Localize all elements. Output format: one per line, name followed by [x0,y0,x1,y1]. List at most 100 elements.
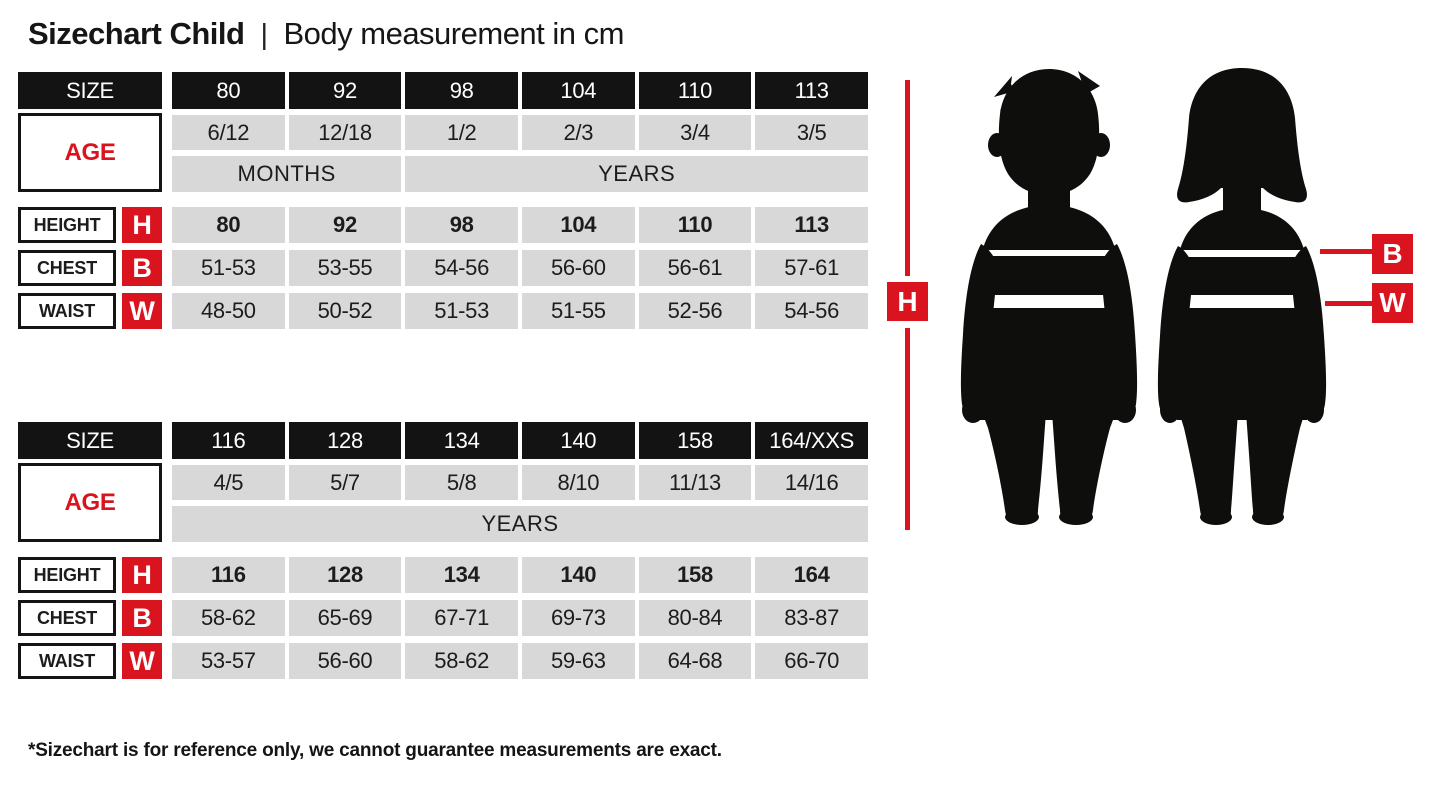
girl-torso [1172,208,1312,420]
measurement-value-cell: 54-56 [405,250,518,286]
measurement-value-cell: 51-53 [405,293,518,329]
waist-marker-box: W [1372,283,1413,323]
measurement-label-waist: WAIST [18,643,116,679]
size-header-cell: 158 [638,422,752,459]
age-value-cell: 3/5 [755,115,868,150]
age-value-cell: 1/2 [405,115,518,150]
boy-hair-tuft-right [1078,71,1100,94]
measurement-value-cell: 54-56 [755,293,868,329]
measurement-value-cell: 113 [755,207,868,243]
boy-waist-measure-band [980,295,1118,308]
height-line-lower [905,328,910,530]
measurement-letter-badge: H [122,557,162,593]
measurement-value-cell: 164 [755,557,868,593]
measurement-value-cell: 158 [638,557,752,593]
girl-leg-left [1179,412,1238,521]
measurement-value-cell: 51-55 [522,293,635,329]
measurement-value-cell: 80 [172,207,285,243]
boy-ear-left [988,133,1006,157]
title-subtitle: Body measurement in cm [283,16,624,51]
footnote: *Sizechart is for reference only, we can… [28,740,722,761]
measurement-value-cell: 58-62 [405,643,518,679]
size-row-label: SIZE [18,72,162,109]
age-unit-cell: YEARS [172,506,868,542]
boy-silhouette [960,69,1138,525]
measurement-letter-badge: B [122,250,162,286]
size-header-cell: 134 [405,422,518,459]
measurement-letter-badge: B [122,600,162,636]
girl-chest-measure-band [1174,250,1310,257]
boy-leg-left [982,412,1046,521]
girl-waist-measure-band [1176,295,1308,308]
measurement-letter-badge: W [122,643,162,679]
title-separator: | [260,19,268,51]
measurement-value-cell: 134 [405,557,518,593]
measurement-value-cell: 59-63 [522,643,635,679]
boy-leg-right [1052,412,1116,521]
boy-hand-right [1114,397,1136,423]
boy-ear-right [1092,133,1110,157]
boy-foot-left [1005,509,1039,525]
age-value-cell: 5/7 [288,465,402,500]
girl-hand-left [1160,397,1180,423]
measurement-value-cell: 50-52 [288,293,402,329]
measurement-value-cell: 56-61 [638,250,752,286]
boy-hand-left [962,397,984,423]
age-value-cell: 3/4 [638,115,752,150]
measurement-value-cell: 92 [288,207,402,243]
girl-arm-left [1157,246,1194,420]
measurement-value-cell: 65-69 [288,600,402,636]
size-header-cell: 164/XXS [755,422,868,459]
measurement-value-cell: 56-60 [522,250,635,286]
measurement-label-chest: CHEST [18,600,116,636]
measurement-value-cell: 57-61 [755,250,868,286]
measurement-value-cell: 51-53 [172,250,285,286]
chest-marker-box: B [1372,234,1413,274]
girl-neck [1223,172,1261,214]
girl-leg-right [1246,412,1305,521]
age-value-cell: 5/8 [405,465,518,500]
measurement-value-cell: 69-73 [522,600,635,636]
size-header-cell: 113 [755,72,868,109]
chest-leader-line [1320,249,1374,254]
size-header-cell: 80 [172,72,285,109]
age-label-box: AGE [18,113,162,192]
girl-foot-right [1252,509,1284,525]
age-value-cell: 11/13 [638,465,752,500]
waist-marker-letter: W [1379,287,1406,318]
measurement-value-cell: 128 [288,557,402,593]
title-main: Sizechart Child [28,16,245,51]
boy-hair-tuft [994,76,1018,111]
measurement-value-cell: 83-87 [755,600,868,636]
measurement-label-chest: CHEST [18,250,116,286]
age-unit-cell: YEARS [405,156,868,192]
height-marker-box: H [887,282,928,321]
measurement-letter-badge: W [122,293,162,329]
measurement-value-cell: 104 [522,207,635,243]
measurement-value-cell: 53-55 [288,250,402,286]
girl-foot-left [1200,509,1232,525]
size-header-cell: 140 [522,422,635,459]
height-marker-letter: H [897,285,918,317]
page-title: Sizechart Child | Body measurement in cm [28,16,624,52]
size-header-cell: 92 [288,72,402,109]
measurement-letter-badge: H [122,207,162,243]
size-header-cell: 110 [638,72,752,109]
girl-head [1206,116,1278,184]
measurement-value-cell: 66-70 [755,643,868,679]
waist-leader-line [1325,301,1374,306]
size-header-cell: 116 [172,422,285,459]
age-value-cell: 14/16 [755,465,868,500]
measurement-value-cell: 56-60 [288,643,402,679]
chest-marker-letter: B [1382,238,1403,269]
measurement-value-cell: 48-50 [172,293,285,329]
size-header-cell: 104 [522,72,635,109]
measurement-value-cell: 53-57 [172,643,285,679]
boy-arm-right [1100,244,1138,420]
age-value-cell: 4/5 [172,465,285,500]
size-header-cell: 98 [405,72,518,109]
age-unit-cell: MONTHS [172,156,402,192]
measurement-label-height: HEIGHT [18,207,116,243]
measurement-label-height: HEIGHT [18,557,116,593]
